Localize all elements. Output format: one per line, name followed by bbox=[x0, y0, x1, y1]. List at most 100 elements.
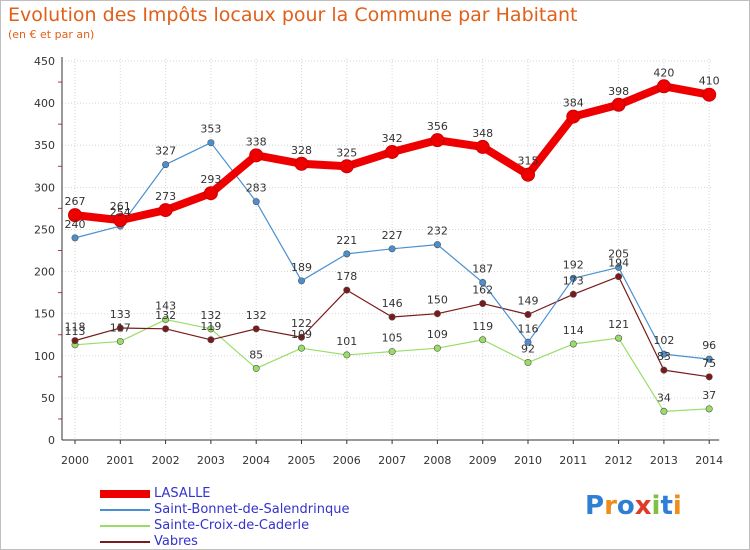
logo-letter: i bbox=[672, 491, 682, 521]
data-point bbox=[297, 277, 305, 285]
data-point bbox=[521, 167, 535, 182]
data-point bbox=[702, 87, 717, 102]
legend-item: LASALLE bbox=[100, 486, 349, 502]
logo-letter: i bbox=[651, 491, 661, 521]
data-point bbox=[252, 198, 260, 206]
data-label: 192 bbox=[563, 258, 584, 271]
data-point bbox=[113, 213, 128, 228]
legend-swatch bbox=[100, 541, 150, 543]
data-label: 240 bbox=[65, 218, 86, 231]
data-point bbox=[705, 405, 713, 413]
data-point bbox=[433, 344, 441, 352]
data-point bbox=[71, 234, 79, 242]
data-label: 105 bbox=[382, 332, 403, 345]
data-point bbox=[343, 250, 351, 258]
data-label: 420 bbox=[653, 66, 674, 79]
x-tick-label: 2001 bbox=[106, 454, 134, 467]
data-point bbox=[388, 348, 396, 356]
data-label: 96 bbox=[702, 339, 716, 352]
y-tick-label: 400 bbox=[34, 97, 55, 110]
x-tick-label: 2013 bbox=[650, 454, 678, 467]
data-label: 384 bbox=[563, 97, 584, 110]
data-label: 348 bbox=[472, 127, 493, 140]
data-label: 143 bbox=[155, 300, 176, 313]
data-label: 205 bbox=[608, 247, 629, 260]
data-point bbox=[207, 336, 215, 344]
data-label: 117 bbox=[110, 321, 131, 334]
data-label: 133 bbox=[110, 308, 131, 321]
data-point bbox=[252, 325, 260, 333]
data-label: 227 bbox=[382, 229, 403, 242]
logo-letter: t bbox=[660, 491, 673, 521]
data-point bbox=[660, 350, 668, 358]
data-point bbox=[294, 156, 309, 171]
data-point bbox=[479, 300, 487, 308]
x-tick-label: 2005 bbox=[288, 454, 316, 467]
data-label: 34 bbox=[657, 391, 671, 404]
x-tick-label: 2008 bbox=[423, 454, 451, 467]
data-label: 325 bbox=[336, 146, 357, 159]
data-point bbox=[569, 290, 577, 298]
y-tick-label: 200 bbox=[34, 266, 55, 279]
data-point bbox=[388, 245, 396, 253]
data-point bbox=[524, 359, 532, 367]
data-point bbox=[385, 144, 400, 159]
data-label: 293 bbox=[200, 173, 221, 186]
data-point bbox=[388, 313, 396, 321]
data-point bbox=[566, 109, 581, 124]
data-label: 83 bbox=[657, 350, 671, 363]
x-tick-label: 2006 bbox=[333, 454, 361, 467]
data-point bbox=[343, 351, 351, 359]
logo-letter: P bbox=[585, 491, 605, 521]
y-tick-label: 300 bbox=[34, 181, 55, 194]
legend-item: Sainte-Croix-de-Caderle bbox=[100, 518, 349, 534]
data-point bbox=[615, 273, 623, 281]
data-label: 261 bbox=[110, 200, 131, 213]
data-label: 121 bbox=[608, 318, 629, 331]
data-label: 315 bbox=[518, 155, 539, 168]
data-label: 398 bbox=[608, 85, 629, 98]
logo-letter: r bbox=[604, 491, 617, 521]
data-point bbox=[162, 316, 170, 324]
y-tick-label: 150 bbox=[34, 308, 55, 321]
data-label: 221 bbox=[336, 234, 357, 247]
data-point bbox=[249, 148, 264, 163]
data-label: 173 bbox=[563, 274, 584, 287]
data-label: 85 bbox=[249, 348, 263, 361]
legend-label: LASALLE bbox=[154, 486, 211, 501]
data-label: 146 bbox=[382, 297, 403, 310]
data-point bbox=[430, 133, 445, 148]
y-tick-label: 0 bbox=[48, 434, 55, 447]
data-label: 338 bbox=[246, 135, 267, 148]
data-label: 114 bbox=[563, 324, 584, 337]
data-label: 119 bbox=[472, 320, 493, 333]
data-point bbox=[475, 139, 490, 154]
data-label: 162 bbox=[472, 284, 493, 297]
data-label: 101 bbox=[336, 335, 357, 348]
data-label: 119 bbox=[200, 320, 221, 333]
x-tick-label: 2009 bbox=[469, 454, 497, 467]
data-point bbox=[297, 344, 305, 352]
data-label: 254 bbox=[110, 206, 131, 219]
data-point bbox=[569, 274, 577, 282]
data-label: 149 bbox=[518, 295, 539, 308]
data-label: 116 bbox=[518, 322, 539, 335]
data-label: 132 bbox=[246, 309, 267, 322]
chart-subtitle: (en € et par an) bbox=[8, 28, 95, 41]
data-point bbox=[524, 338, 532, 346]
data-label: 410 bbox=[699, 75, 720, 88]
legend-label: Sainte-Croix-de-Caderle bbox=[154, 518, 310, 533]
data-point bbox=[162, 161, 170, 169]
data-point bbox=[162, 325, 170, 333]
data-point bbox=[68, 208, 82, 223]
data-point bbox=[433, 310, 441, 318]
data-point bbox=[339, 159, 354, 174]
y-tick-label: 50 bbox=[41, 392, 55, 405]
legend-swatch bbox=[100, 509, 150, 511]
y-tick-label: 350 bbox=[34, 139, 55, 152]
data-label: 187 bbox=[472, 263, 493, 276]
logo-letter: x bbox=[634, 491, 652, 521]
data-point bbox=[524, 311, 532, 319]
data-label: 273 bbox=[155, 190, 176, 203]
